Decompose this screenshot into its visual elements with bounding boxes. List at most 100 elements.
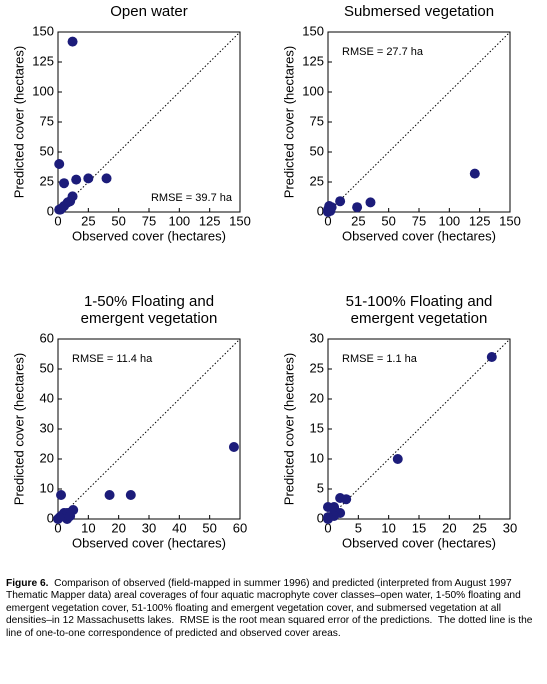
y-tick-label: 125 [302,53,324,68]
chart-title: Open water [110,3,188,20]
point [325,205,336,216]
y-tick-label: 75 [310,113,324,128]
y-tick-label: 150 [32,23,54,38]
y-tick-label: 25 [310,360,324,375]
annotation: RMSE = 39.7 ha [151,192,233,204]
x-axis-label: Observed cover (hectares) [72,228,226,243]
point [335,196,346,207]
y-tick-label: 25 [40,173,54,188]
point [323,512,333,523]
point [71,174,82,185]
caption-text: Comparison of observed (field-mapped in … [6,578,536,639]
point [365,197,376,208]
x-tick-label: 100 [438,213,460,228]
identity-line [327,338,511,520]
y-tick-label: 125 [32,53,54,68]
chart-title: 1-50% Floating and [84,293,214,310]
caption: Figure 6. Comparison of observed (field-… [6,578,536,640]
x-tick-label: 100 [168,213,190,228]
x-tick-label: 75 [412,213,426,228]
x-tick-label: 40 [172,520,186,535]
y-tick-label: 20 [40,450,54,465]
y-tick-label: 50 [40,360,54,375]
y-tick-label: 30 [40,420,54,435]
x-tick-label: 125 [199,213,221,228]
y-tick-label: 20 [310,390,324,405]
x-tick-label: 15 [412,520,426,535]
point [352,202,363,213]
identity-line [57,31,241,213]
y-tick-label: 25 [310,173,324,188]
point [101,173,112,184]
chart-title: 51-100% Floating and [346,293,493,310]
x-tick-label: 10 [81,520,95,535]
x-tick-label: 75 [142,213,156,228]
point [486,352,497,362]
chart-title: emergent vegetation [81,310,218,327]
y-tick-label: 75 [40,113,54,128]
annotation: RMSE = 27.7 ha [342,46,424,58]
x-tick-label: 25 [351,213,365,228]
identity-line [327,31,511,213]
point [228,442,239,452]
y-tick-label: 0 [317,510,324,525]
x-tick-label: 150 [499,213,521,228]
y-tick-label: 10 [310,450,324,465]
y-tick-label: 150 [302,23,324,38]
identity-line [57,338,241,520]
point [341,494,352,505]
chart-title: emergent vegetation [351,310,488,327]
x-tick-label: 25 [472,520,486,535]
y-tick-label: 50 [310,143,324,158]
point [125,490,136,500]
point [392,454,403,464]
caption-label: Figure 6. [6,578,49,589]
x-tick-label: 50 [202,520,216,535]
point [67,36,78,47]
point [65,511,76,521]
y-tick-label: 0 [47,510,54,525]
y-axis-label: Predicted cover (hectares) [11,46,26,198]
annotation: RMSE = 11.4 ha [72,353,153,365]
point [83,173,94,184]
x-tick-label: 25 [81,213,95,228]
x-tick-label: 5 [355,520,362,535]
y-axis-label: Predicted cover (hectares) [281,353,296,505]
annotation: RMSE = 1.1 ha [342,353,418,365]
x-tick-label: 50 [111,213,125,228]
y-tick-label: 0 [317,203,324,218]
x-tick-label: 0 [324,520,331,535]
x-axis-label: Observed cover (hectares) [342,535,496,550]
point [65,196,76,207]
y-tick-label: 40 [40,390,54,405]
y-tick-label: 15 [310,420,324,435]
y-tick-label: 30 [310,330,324,345]
x-tick-label: 0 [54,520,61,535]
point [54,512,65,523]
x-tick-label: 20 [111,520,125,535]
chart-title: Submersed vegetation [344,3,494,20]
y-axis-label: Predicted cover (hectares) [11,353,26,505]
x-tick-label: 0 [54,213,61,228]
y-tick-label: 100 [32,83,54,98]
x-tick-label: 20 [442,520,456,535]
point [59,178,70,189]
x-tick-label: 10 [381,520,395,535]
y-tick-label: 100 [302,83,324,98]
y-tick-label: 50 [40,143,54,158]
x-axis-label: Observed cover (hectares) [72,535,226,550]
x-tick-label: 50 [381,213,395,228]
y-tick-label: 5 [317,480,324,495]
y-tick-label: 10 [40,480,54,495]
y-axis-label: Predicted cover (hectares) [281,46,296,198]
point [54,204,65,215]
point [56,490,67,500]
y-tick-label: 0 [47,203,54,218]
point [104,490,115,500]
x-tick-label: 30 [503,520,517,535]
x-tick-label: 30 [142,520,156,535]
x-tick-label: 125 [469,213,491,228]
x-tick-label: 60 [233,520,247,535]
point [469,168,480,179]
